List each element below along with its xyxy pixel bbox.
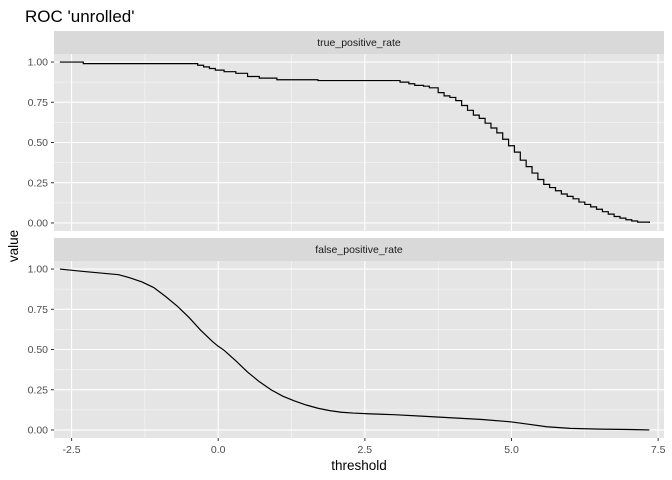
y-tick-label: 0.50	[28, 137, 49, 149]
y-tick-label: 0.75	[28, 97, 49, 109]
facet-panels: true_positive_rate0.000.250.500.751.00fa…	[28, 31, 664, 438]
y-tick-label: 0.25	[28, 384, 49, 396]
y-tick-label: 0.75	[28, 304, 49, 316]
x-tick-label: -2.5	[63, 444, 81, 456]
y-tick-label: 0.00	[28, 218, 49, 230]
chart-title: ROC 'unrolled'	[25, 7, 134, 26]
facet-strip	[54, 31, 664, 54]
y-tick-label: 1.00	[28, 57, 49, 69]
x-tick-label: 5.0	[504, 444, 519, 456]
x-axis-title: threshold	[331, 458, 387, 473]
series-line-true-positive-rate	[59, 61, 650, 223]
facet-panel-false-positive-rate: false_positive_rate 0.00 0.25 0.50 0.75 1.00	[28, 238, 664, 438]
x-tick-label: 0.0	[211, 444, 226, 456]
x-tick-label: 2.5	[358, 444, 373, 456]
x-axis: -2.5 0.0 2.5 5.0 7.5	[63, 438, 666, 456]
facet-strip	[54, 238, 664, 261]
series-line-false-positive-rate	[59, 268, 650, 431]
facet-panel-true-positive-rate: true_positive_rate 0.00 0.25 0.50 0.75 1.00	[28, 31, 664, 231]
y-tick-label: 1.00	[28, 264, 49, 276]
y-tick-label: 0.50	[28, 344, 49, 356]
y-axis-title: value	[6, 230, 21, 262]
facet-strip-label: false_positive_rate	[315, 244, 403, 256]
x-tick-label: 7.5	[651, 444, 666, 456]
y-tick-label: 0.00	[28, 425, 49, 437]
y-tick-label: 0.25	[28, 177, 49, 189]
facet-strip-label: true_positive_rate	[317, 37, 401, 49]
